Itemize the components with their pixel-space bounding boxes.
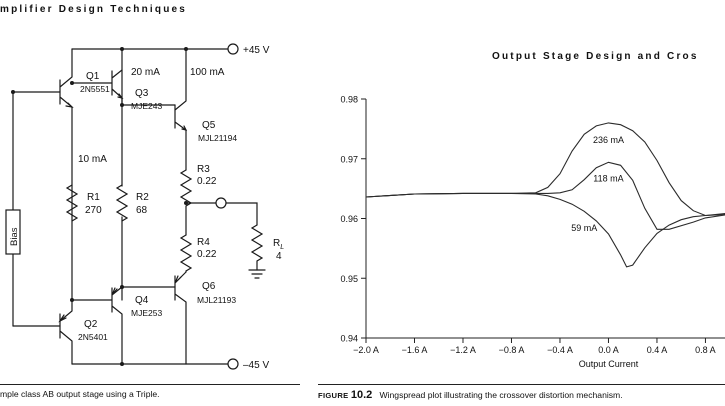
output-terminal-icon: [215, 197, 227, 209]
q1-emitter-arrow: [65, 102, 74, 108]
junction-dot: [184, 47, 188, 51]
q2-name: Q2: [84, 319, 98, 330]
right-running-head: Output Stage Design and Cros: [492, 51, 699, 62]
q5-name: Q5: [202, 120, 216, 131]
x-tick-label: 0.8 A: [695, 345, 716, 355]
junction-dot: [120, 47, 124, 51]
x-tick-label: −2.0 A: [353, 345, 379, 355]
q2-symbol: [59, 299, 73, 365]
x-axis-title: Output Current: [579, 359, 639, 369]
x-tick-label: 0.4 A: [647, 345, 668, 355]
x-tick-label: −0.8 A: [499, 345, 525, 355]
y-tick-label: 0.97: [340, 154, 358, 164]
junction-dot: [70, 81, 74, 85]
r1-symbol: [65, 184, 79, 222]
figure-label: Figure: [318, 391, 349, 400]
q3-symbol: [71, 69, 176, 106]
bias-box: [5, 209, 21, 255]
output-wire: [185, 202, 258, 226]
figure-caption-text: Wingspread plot illustrating the crossov…: [379, 390, 623, 400]
q4-symbol: [71, 286, 123, 365]
current-10ma: 10 mA: [78, 154, 107, 165]
junction-dot: [120, 103, 124, 107]
ground-icon: [248, 269, 266, 279]
rl-name-letter: R: [273, 238, 280, 249]
junction-dot: [11, 90, 15, 94]
junction-dots: [11, 47, 188, 366]
q5-symbol: [174, 48, 187, 171]
curve-annotation: 118 mA: [593, 173, 623, 183]
q6-part: MJL21193: [197, 295, 236, 305]
q5-part: MJL21194: [198, 133, 237, 143]
wingspread-chart: 0.94 0.95 0.96 0.97 0.98 −2.0 A −1.6 A −1.2 A −0…: [340, 95, 725, 369]
q4-emitter-arrow: [111, 287, 118, 296]
y-tick-label: 0.96: [340, 214, 358, 224]
series-line: [365, 192, 725, 268]
rl-value: 4: [276, 251, 282, 262]
r2-symbol: [115, 184, 129, 222]
negative-terminal-icon: [227, 358, 239, 370]
rl-symbol: [250, 224, 264, 271]
r2-value: 68: [136, 205, 148, 216]
q6-name: Q6: [202, 281, 216, 292]
r2-name: R2: [136, 192, 149, 203]
q1-symbol: [59, 48, 73, 301]
q5-emitter-arrow: [181, 125, 188, 131]
r3-symbol: [179, 169, 193, 236]
q2-part: 2N5401: [78, 332, 108, 342]
left-caption-rule: [0, 384, 300, 385]
r4-name: R4: [197, 237, 210, 248]
q2-emitter-arrow: [58, 314, 67, 323]
left-caption: mple class AB output stage using a Tripl…: [0, 389, 160, 399]
x-tick-label: −1.6 A: [402, 345, 428, 355]
q6-emitter-arrow: [174, 275, 182, 284]
q4-part: MJE253: [131, 308, 162, 318]
y-tick-label: 0.98: [340, 95, 358, 105]
right-caption: Figure 10.2 Wingspread plot illustrating…: [318, 389, 623, 401]
q6-symbol: [174, 271, 187, 365]
r1-value: 270: [85, 205, 102, 216]
q4-name: Q4: [135, 295, 149, 306]
bias-label: Bias: [9, 227, 20, 246]
series-line: [365, 122, 725, 217]
q3-name: Q3: [135, 88, 149, 99]
junction-dot: [120, 362, 124, 366]
current-100ma: 100 mA: [190, 67, 225, 78]
left-running-head: mplifier Design Techniques: [0, 4, 188, 15]
schematic: [12, 48, 266, 365]
curve-annotation: 59 mA: [571, 223, 597, 233]
positive-terminal-icon: [227, 43, 239, 55]
junction-dot: [70, 298, 74, 302]
q1-name: Q1: [86, 71, 100, 82]
junction-dot: [184, 201, 188, 205]
q1-part: 2N5551: [80, 84, 110, 94]
q3-part: MJE243: [131, 101, 162, 111]
r4-value: 0.22: [197, 249, 217, 260]
y-tick-label: 0.94: [340, 334, 358, 344]
rl-name: RL: [273, 238, 284, 251]
rl-name-subscript: L: [280, 244, 284, 251]
y-tick-label: 0.95: [340, 274, 358, 284]
x-tick-label: −0.4 A: [547, 345, 573, 355]
current-20ma: 20 mA: [131, 67, 160, 78]
r3-value: 0.22: [197, 176, 217, 187]
figure-number: 10.2: [350, 389, 373, 401]
r4-symbol: [179, 234, 193, 273]
r3-name: R3: [197, 164, 210, 175]
right-caption-rule: [318, 384, 725, 385]
supply-pos-label: +45 V: [243, 45, 270, 56]
supply-neg-label: –45 V: [243, 360, 269, 371]
q3-emitter-arrow: [117, 93, 124, 99]
junction-dot: [120, 285, 124, 289]
x-tick-label: −1.2 A: [450, 345, 476, 355]
r1-name: R1: [87, 192, 100, 203]
curve-annotation: 236 mA: [593, 135, 624, 145]
x-tick-label: 0.0 A: [598, 345, 619, 355]
